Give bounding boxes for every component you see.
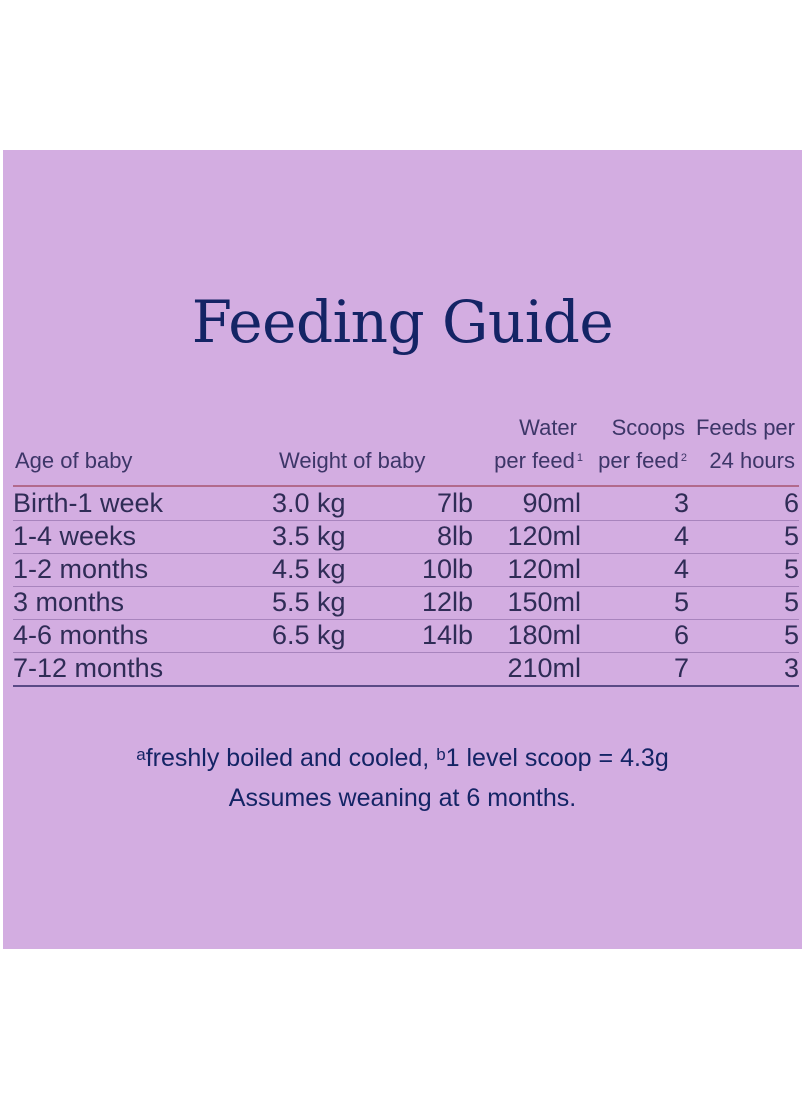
cell-age: 1-4 weeks [13,521,137,551]
cell-scoops: 6 [673,620,689,650]
cell-scoops: 4 [673,554,689,584]
cell-weight-kg: 5.5 kg [272,587,346,617]
header-water-footnote-mark: 1 [576,452,583,464]
cell-age: 7-12 months [13,653,164,683]
cell-age: 1-2 months [13,554,149,584]
footnote-mark-b: b [436,745,446,764]
table-row: 3 months 5.5 kg 12lb 150ml 5 5 [13,586,799,620]
page-title: Feeding Guide [191,288,614,356]
table-row: 1-2 months 4.5 kg 10lb 120ml 4 5 [13,553,799,587]
cell-scoops: 7 [673,653,689,683]
cell-weight-kg: 6.5 kg [272,620,346,650]
cell-water: 150ml [507,587,581,617]
cell-water: 210ml [507,653,581,683]
header-age: Age of baby [15,448,133,473]
cell-scoops: 4 [673,521,689,551]
table-row: 7-12 months 210ml 7 3 [13,652,799,687]
header-scoops-footnote-mark: 2 [680,452,687,464]
cell-water: 120ml [507,521,581,551]
cell-weight-kg: 4.5 kg [272,554,346,584]
cell-feeds: 5 [783,554,799,584]
cell-age: 3 months [13,587,125,617]
cell-age: 4-6 months [13,620,149,650]
cell-feeds: 3 [783,653,799,683]
cell-weight-kg: 3.0 kg [272,488,346,518]
cell-weight-kg: 3.5 kg [272,521,346,551]
cell-scoops: 3 [673,488,689,518]
header-scoops-line1: Scoops [611,415,685,440]
footnote-line-2: Assumes weaning at 6 months. [228,784,577,812]
cell-feeds: 6 [783,488,799,518]
header-water-line1: Water [519,415,577,440]
footnote-text-a: freshly boiled and cooled, [145,744,437,772]
footnote-mark-a: a [136,745,146,764]
header-feeds-line1: Feeds per [695,415,795,440]
table-row: Birth-1 week 3.0 kg 7lb 90ml 3 6 [13,487,799,521]
cell-weight-lb: 12lb [421,587,473,617]
cell-water: 90ml [522,488,581,518]
header-feeds-line2: 24 hours [709,448,795,473]
cell-scoops: 5 [673,587,689,617]
table-row: 4-6 months 6.5 kg 14lb 180ml 6 5 [13,619,799,653]
header-water-line2: per feed 1 [473,444,583,477]
footnote-line-1: afreshly boiled and cooled, b1 level sco… [3,738,802,778]
header-scoops-line2: per feed 2 [583,444,687,477]
cell-age: Birth-1 week [13,488,164,518]
feeding-guide-panel: Feeding Guide Age of baby Weight of baby… [3,150,802,949]
footnote-text-b: 1 level scoop = 4.3g [445,744,669,772]
cell-feeds: 5 [783,620,799,650]
footnote: afreshly boiled and cooled, b1 level sco… [3,738,802,818]
cell-water: 120ml [507,554,581,584]
cell-weight-lb: 10lb [421,554,473,584]
header-water-line2-text: per feed [494,448,575,473]
table-row: 1-4 weeks 3.5 kg 8lb 120ml 4 5 [13,520,799,554]
cell-weight-lb: 7lb [436,488,473,518]
cell-feeds: 5 [783,587,799,617]
cell-weight-lb: 14lb [421,620,473,650]
cell-feeds: 5 [783,521,799,551]
cell-water: 180ml [507,620,581,650]
cell-weight-lb: 8lb [436,521,473,551]
header-scoops-line2-text: per feed [598,448,679,473]
header-divider [13,485,799,487]
header-weight: Weight of baby [279,448,426,473]
